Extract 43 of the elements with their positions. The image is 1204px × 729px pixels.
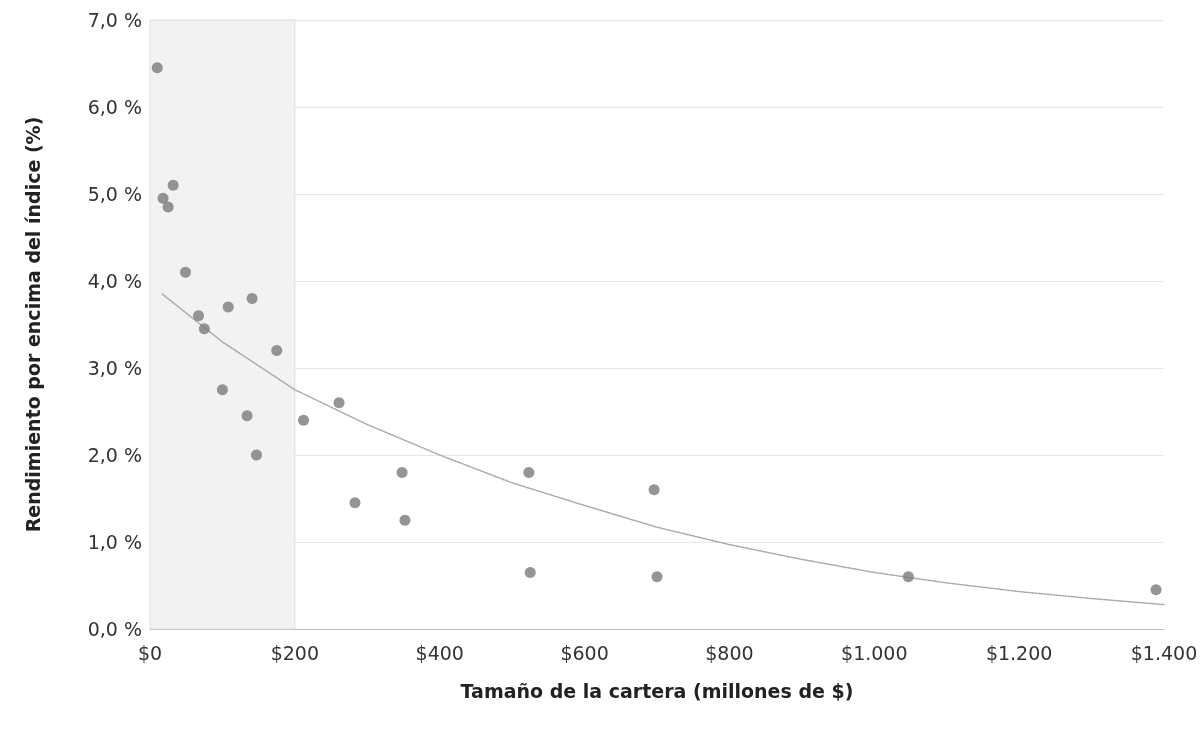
point (1150, 584, 1162, 596)
x-tick-label: $400 (415, 641, 464, 664)
x-tick-label: $1.000 (841, 641, 908, 664)
x-tick-label: $600 (560, 641, 609, 664)
point (193, 310, 205, 322)
point (246, 292, 258, 304)
y-tick-label: 0,0 % (87, 618, 142, 640)
y-axis-title: Rendimiento por encima del índice (%) (21, 116, 44, 533)
point (222, 301, 234, 313)
x-tick-label: $200 (270, 641, 320, 664)
point (902, 571, 914, 583)
x-tick-label: $1.400 (1130, 641, 1198, 664)
y-tick-label: 7,0 % (87, 9, 142, 31)
line-series (161, 293, 1165, 606)
point (396, 466, 408, 478)
point (271, 345, 283, 357)
point (648, 484, 660, 496)
point (349, 497, 361, 509)
point (524, 566, 536, 578)
point (151, 62, 163, 74)
point (333, 397, 345, 409)
y-tick-label: 6,0 % (87, 96, 142, 118)
point (216, 384, 228, 396)
point (298, 414, 310, 426)
point (250, 449, 262, 461)
x-tick-label: $800 (705, 641, 754, 664)
point (157, 192, 169, 204)
point (167, 179, 179, 191)
x-tick-label: $1.200 (985, 641, 1053, 664)
point (241, 410, 253, 422)
x-tick-label: $0 (137, 641, 163, 664)
x-axis-title: Tamaño de la cartera (millones de $) (460, 679, 854, 702)
point (651, 571, 663, 583)
point (180, 266, 191, 278)
y-tick-label: 1,0 % (87, 531, 142, 553)
point (399, 514, 411, 526)
point (523, 466, 535, 478)
y-tick-label: 4,0 % (87, 270, 142, 292)
y-tick-label: 3,0 % (87, 357, 142, 379)
y-tick-label: 5,0 % (87, 183, 142, 205)
point (162, 201, 174, 213)
y-tick-label: 2,0 % (87, 444, 142, 466)
point (198, 323, 210, 335)
